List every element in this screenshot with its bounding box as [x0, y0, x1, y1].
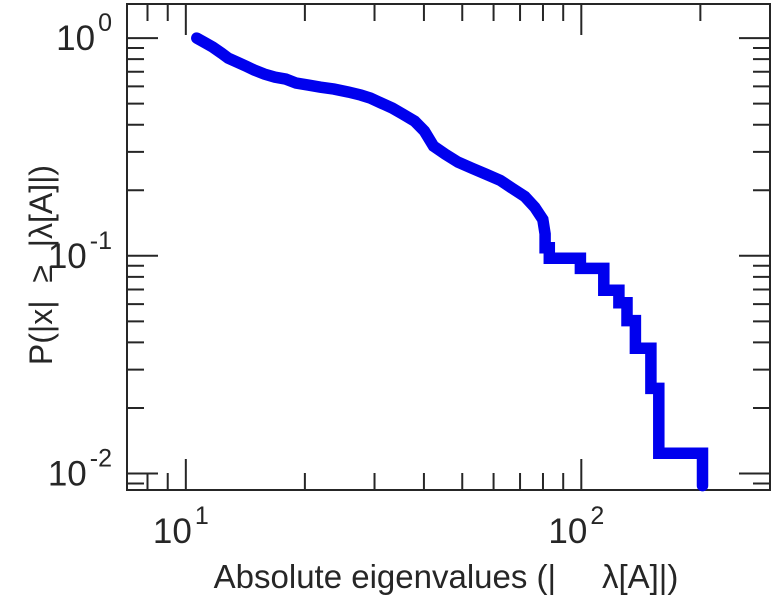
axis-tick-labels: 10 1 10 2 10 0 10 -1 10 -2 — [48, 9, 604, 551]
x-axis-title: Absolute eigenvalues (| λ[A]|) — [214, 558, 679, 595]
ccdf-curve — [191, 32, 709, 492]
y-tick-label: 10 -1 — [48, 227, 112, 276]
x-tick-label: 10 1 — [153, 502, 209, 551]
y-axis-title: P(|x| ≥ |λ[A]|) — [23, 165, 59, 365]
plot-frame — [126, 3, 771, 491]
axis-ticks — [127, 4, 770, 490]
y-tick-label: 10 0 — [56, 9, 112, 58]
y-tick-label: 10 -2 — [48, 445, 112, 494]
x-tick-label: 10 2 — [548, 502, 604, 551]
